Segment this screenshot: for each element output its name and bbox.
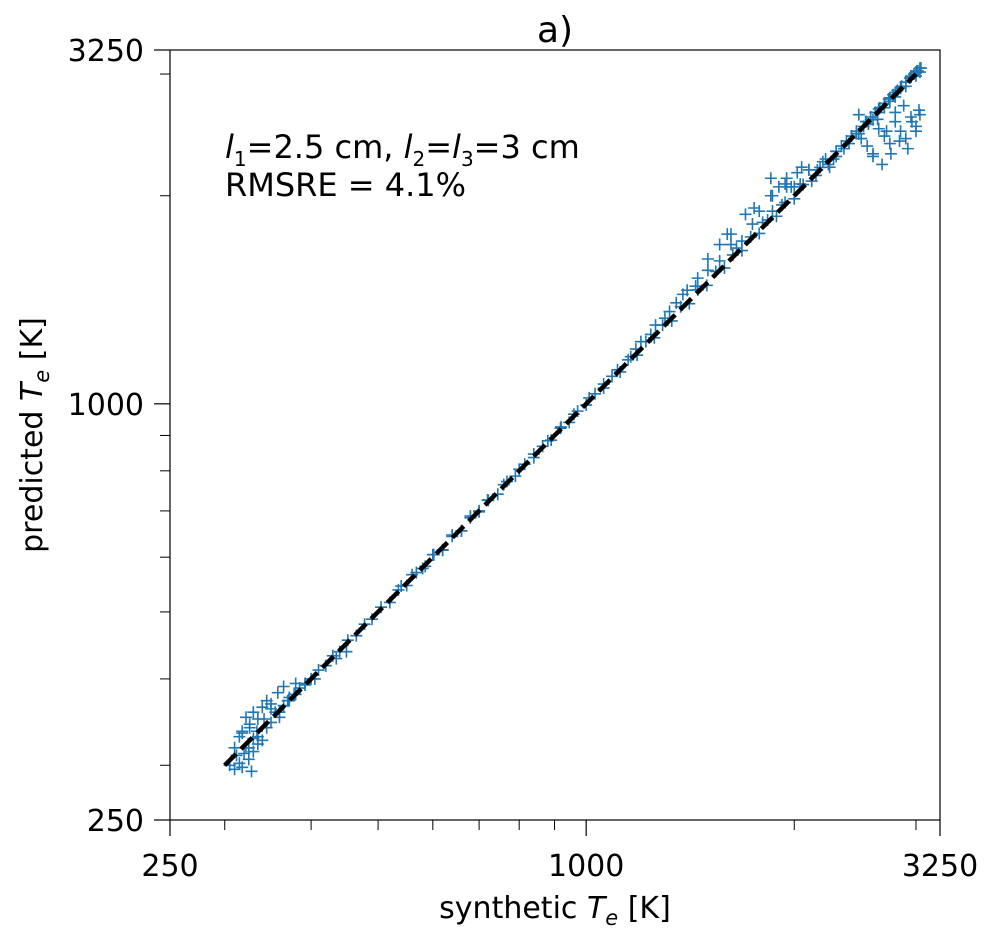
axis-ticks: 250 1000 3250 250 1000 3250 (68, 34, 979, 884)
data-point (753, 205, 766, 218)
data-point (606, 370, 619, 383)
data-point (893, 135, 906, 148)
data-point (634, 335, 647, 348)
identity-reference-line (223, 72, 918, 767)
data-point (271, 686, 284, 699)
data-point (909, 125, 922, 138)
reference-line-group (223, 72, 918, 767)
data-point (852, 108, 865, 121)
data-point (901, 142, 914, 155)
data-point (913, 108, 926, 121)
annotation-geometry: l1=2.5 cm, l2=l3=3 cm (225, 128, 580, 171)
data-point (251, 738, 264, 751)
data-point (779, 177, 792, 190)
data-point (872, 122, 885, 135)
data-point (236, 727, 249, 740)
data-point (701, 253, 714, 266)
data-point (764, 189, 777, 202)
data-point (289, 677, 302, 690)
y-tick-label: 3250 (68, 34, 144, 69)
data-point (239, 711, 252, 724)
data-point (739, 208, 752, 221)
x-tick-label: 250 (141, 849, 198, 884)
data-point (861, 140, 874, 153)
data-point (880, 125, 893, 138)
data-point (701, 264, 714, 277)
data-point (889, 106, 902, 119)
data-point (748, 202, 761, 215)
data-point (884, 147, 897, 160)
data-point (247, 706, 260, 719)
data-point (713, 254, 726, 267)
data-point (913, 62, 926, 75)
data-point (883, 137, 896, 150)
data-point (764, 172, 777, 185)
data-point (780, 180, 793, 193)
data-point (340, 645, 353, 658)
data-point (876, 158, 889, 171)
data-point (663, 305, 676, 318)
data-point (721, 228, 734, 241)
data-point (236, 761, 249, 774)
data-point (622, 353, 635, 366)
data-point (228, 763, 241, 776)
data-point (509, 470, 522, 483)
data-point (897, 99, 910, 112)
data-point (905, 115, 918, 128)
y-axis-title: predicted Te [K] (15, 317, 54, 553)
data-point (802, 163, 815, 176)
data-point (878, 130, 891, 143)
data-point (883, 95, 896, 108)
data-point (689, 280, 702, 293)
data-point (245, 765, 258, 778)
x-tick-label: 3250 (902, 849, 978, 884)
data-point (243, 721, 256, 734)
data-point (228, 741, 241, 754)
annotation-rmsre: RMSRE = 4.1% (225, 166, 466, 204)
data-point (791, 166, 804, 179)
data-point (855, 132, 868, 145)
y-tick-label: 1000 (68, 388, 144, 423)
data-point (681, 284, 694, 297)
data-point (894, 125, 907, 138)
data-point (713, 238, 726, 251)
data-point (746, 218, 759, 231)
x-tick-label: 1000 (548, 849, 624, 884)
x-axis-title: synthetic Te [K] (439, 891, 671, 930)
data-point (670, 296, 683, 309)
data-point (691, 272, 704, 285)
data-point (867, 150, 880, 163)
data-point (649, 319, 662, 332)
data-point (899, 132, 912, 145)
data-point (426, 548, 439, 561)
data-point (265, 702, 278, 715)
data-point (277, 680, 290, 693)
data-point (256, 701, 269, 714)
chart-title: a) (537, 10, 573, 51)
y-tick-label: 250 (87, 804, 144, 839)
data-point (299, 678, 312, 691)
data-point (766, 205, 779, 218)
